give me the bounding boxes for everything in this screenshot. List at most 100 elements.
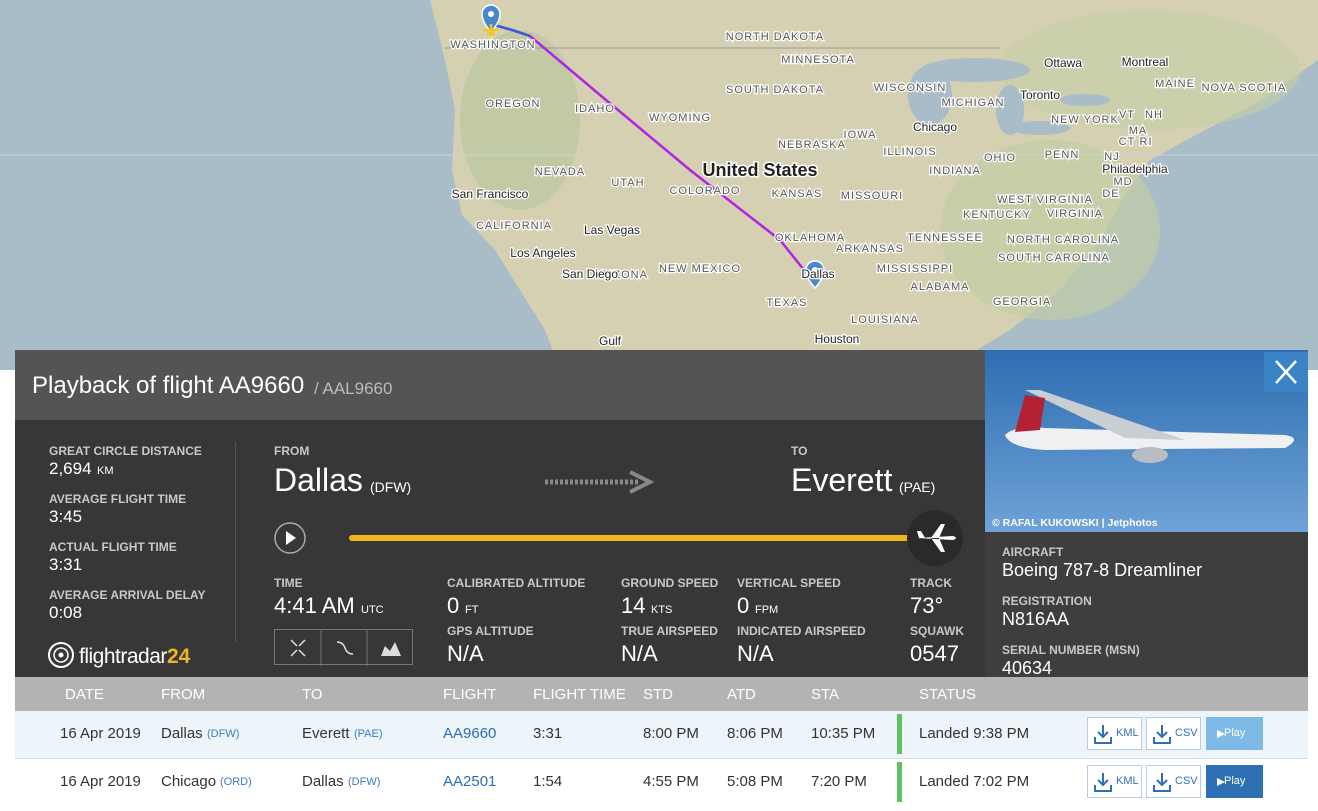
from-label: FROM: [274, 444, 310, 458]
photo-image: [1005, 390, 1294, 463]
map-label: NOVA SCOTIA: [1202, 82, 1287, 94]
stat-value: 3:45: [49, 507, 83, 526]
stat-label: ACTUAL FLIGHT TIME: [49, 540, 177, 554]
status-bar: [897, 714, 902, 754]
map-label: IOWA: [844, 129, 877, 141]
button-kml[interactable]: KML: [1087, 765, 1142, 798]
map-label: CALIFORNIA: [476, 220, 552, 232]
progress-bar: [349, 535, 930, 541]
table-header: [15, 677, 1308, 711]
map-label: United States: [702, 160, 817, 180]
button-label: CSV: [1175, 727, 1198, 739]
button-icon: [1217, 778, 1225, 786]
button-csv[interactable]: CSV: [1146, 717, 1201, 750]
column-header: STATUS: [919, 686, 976, 703]
cell-flight[interactable]: AA9660: [443, 725, 497, 742]
aircraft-info: [985, 532, 1308, 677]
wing: [1025, 390, 1185, 440]
map-label: UTAH: [611, 177, 644, 189]
readout-value: N/A: [737, 641, 774, 666]
status-bar: [897, 762, 902, 802]
flight-path-low: [490, 22, 531, 38]
map-label: WASHINGTON: [450, 39, 535, 51]
map-label: MICHIGAN: [942, 97, 1005, 109]
progress-handle[interactable]: [905, 508, 965, 568]
callsign: / AAL9660: [314, 379, 393, 398]
column-header: FLIGHT: [443, 686, 497, 703]
chart-icon[interactable]: [381, 642, 401, 656]
airport-code[interactable]: (PAE): [354, 728, 383, 740]
pin-destination: [481, 4, 501, 34]
map-label: NEVADA: [535, 166, 585, 178]
map-label: Montreal: [1122, 55, 1169, 69]
readout-label: GROUND SPEED: [621, 576, 719, 590]
airport-code[interactable]: (DFW): [207, 728, 240, 740]
aircraft-icon: [484, 24, 498, 36]
readout-value: 14: [621, 593, 646, 618]
map-label: Dallas: [801, 267, 834, 281]
readout-unit: UTC: [361, 604, 384, 616]
button-icon: [1153, 773, 1171, 792]
stat-label: GREAT CIRCLE DISTANCE: [49, 444, 202, 458]
readout-value: 0: [447, 593, 460, 618]
map-label: TENNESSEE: [907, 232, 983, 244]
button-label: Play: [1224, 727, 1246, 739]
map-label: Philadelphia: [1102, 162, 1168, 176]
cell-atd: 8:06 PM: [727, 725, 783, 742]
from-code: (DFW): [370, 479, 412, 495]
map-label: MD: [1113, 176, 1132, 188]
stat-unit: KM: [97, 465, 114, 477]
map-label: NEBRASKA: [778, 139, 846, 151]
stat-label: AVERAGE FLIGHT TIME: [49, 492, 187, 506]
button-label: KML: [1116, 727, 1139, 739]
column-header: STA: [811, 686, 840, 703]
button-play[interactable]: Play: [1206, 717, 1263, 750]
collapse-icon[interactable]: [290, 639, 306, 657]
map-label: RI: [1140, 136, 1153, 148]
button-csv[interactable]: CSV: [1146, 765, 1201, 798]
map-label: VT: [1119, 109, 1135, 121]
aircraft-value: N816AA: [1002, 609, 1070, 629]
readout-label: TIME: [274, 576, 303, 590]
column-header: DATE: [65, 686, 104, 703]
to-code: (PAE): [899, 479, 936, 495]
map-label: TEXAS: [766, 297, 807, 309]
aircraft-label: SERIAL NUMBER (MSN): [1002, 643, 1140, 657]
button-kml[interactable]: KML: [1087, 717, 1142, 750]
view-buttons: [274, 629, 413, 666]
map-label: KANSAS: [772, 188, 823, 200]
button-label: CSV: [1175, 775, 1198, 787]
readout-value: N/A: [447, 641, 484, 666]
cell-flight-time: 1:54: [533, 773, 563, 790]
column-header: ATD: [727, 686, 756, 703]
cell-flight[interactable]: AA2501: [443, 773, 497, 790]
tail: [1015, 395, 1045, 432]
map-label: ILLINOIS: [883, 146, 936, 158]
play-toggle[interactable]: [272, 520, 312, 556]
cell-flight-time: 3:31: [533, 725, 563, 742]
map-label: Los Angeles: [510, 246, 575, 260]
readout-value: N/A: [621, 641, 658, 666]
cell-status: Landed 9:38 PM: [919, 725, 1030, 742]
aircraft-label: REGISTRATION: [1002, 594, 1092, 608]
map-label: OKLAHOMA: [775, 232, 845, 244]
cell-status: Landed 7:02 PM: [919, 773, 1030, 790]
readout-unit: FT: [465, 604, 479, 616]
cell-std: 8:00 PM: [643, 725, 699, 742]
logo-suffix: 24: [167, 645, 191, 668]
aircraft-label: AIRCRAFT: [1002, 545, 1064, 559]
map-label: Houston: [815, 332, 860, 346]
button-play[interactable]: Play: [1206, 765, 1263, 798]
column-header: TO: [302, 686, 323, 703]
airport-code[interactable]: (ORD): [220, 776, 252, 788]
view-icons: [290, 630, 401, 666]
map-label: PENN: [1045, 149, 1080, 161]
map-label: NORTH CAROLINA: [1007, 234, 1119, 246]
cell-to: Everett: [302, 725, 350, 742]
divider: [235, 442, 236, 642]
map-label: SOUTH CAROLINA: [998, 252, 1110, 264]
airport-code[interactable]: (DFW): [348, 776, 381, 788]
route-icon[interactable]: [336, 641, 354, 655]
cell-sta: 7:20 PM: [811, 773, 867, 790]
close-button[interactable]: [1264, 352, 1308, 392]
